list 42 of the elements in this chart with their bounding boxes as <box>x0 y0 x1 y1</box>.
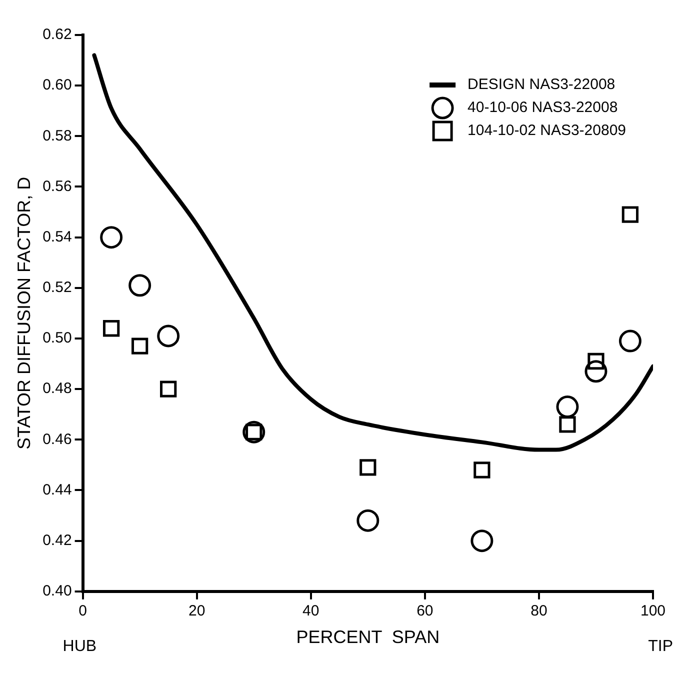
point <box>559 416 576 433</box>
text: TIP <box>648 638 673 655</box>
legend-label: DESIGN NAS3-22008 <box>468 76 616 94</box>
x-tick-label: 0 <box>78 602 87 620</box>
y-tick-label: 0.46 <box>42 430 72 448</box>
point <box>160 380 177 398</box>
y-tick-label: 0.56 <box>42 178 72 195</box>
point <box>588 352 604 370</box>
point <box>102 320 120 337</box>
y-axis-title: STATOR DIFFUSION FACTOR, D <box>14 176 34 450</box>
point <box>356 509 380 532</box>
x-tick-label: 60 <box>416 602 434 620</box>
y-tick-label: 0.40 <box>42 582 72 600</box>
line-series <box>92 53 653 452</box>
point <box>131 338 148 354</box>
y-tick-label: 0.48 <box>42 380 72 398</box>
point <box>474 462 490 478</box>
y-tick-label: 0.42 <box>42 532 72 549</box>
point <box>618 330 642 352</box>
x-tick-label: 20 <box>188 602 206 620</box>
point <box>360 459 376 476</box>
y-tick-label: 0.52 <box>42 279 72 296</box>
point <box>128 274 152 297</box>
text: HUB <box>62 638 97 655</box>
y-tick-label: 0.44 <box>42 481 72 498</box>
y-tick-label: 0.60 <box>42 76 72 94</box>
y-tick-label: 0.62 <box>42 26 72 44</box>
point <box>470 530 494 552</box>
legend-label: 40-10-06 NAS3-22008 <box>468 99 618 116</box>
point <box>100 226 123 249</box>
point <box>622 206 639 223</box>
x-tick-label: 80 <box>530 602 548 620</box>
legend-label: 104-10-02 NAS3-20809 <box>468 122 626 140</box>
point <box>584 360 608 383</box>
y-tick-label: 0.54 <box>42 228 72 246</box>
x-tick-label: 100 <box>640 602 666 620</box>
y-tick-label: 0.50 <box>42 330 72 347</box>
x-axis-title: PERCENT SPAN <box>296 627 440 648</box>
x-tick-label: 40 <box>302 602 320 620</box>
y-tick-label: 0.58 <box>42 127 72 144</box>
point <box>157 324 180 348</box>
point <box>556 396 579 418</box>
